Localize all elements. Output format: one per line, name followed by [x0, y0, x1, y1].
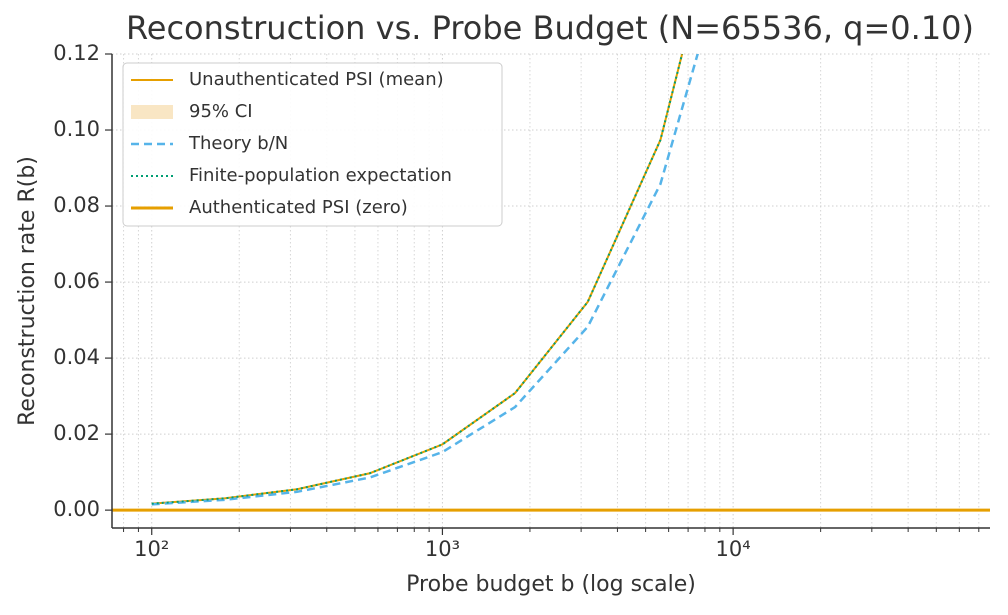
legend-label: Unauthenticated PSI (mean): [189, 69, 444, 90]
x-axis-label: Probe budget b (log scale): [406, 572, 696, 597]
x-tick-label: 10⁴: [716, 537, 751, 561]
series-line: [151, 54, 699, 506]
y-tick-label: 0.04: [53, 345, 100, 369]
legend-label: Authenticated PSI (zero): [189, 197, 408, 218]
legend-label: 95% CI: [189, 101, 253, 122]
legend-box: [122, 62, 503, 227]
y-tick-label: 0.08: [53, 193, 100, 217]
legend-label: Theory b/N: [188, 133, 288, 154]
x-tick-label: 10²: [134, 537, 169, 561]
legend-label: Finite-population expectation: [189, 165, 452, 186]
series-line: [151, 54, 684, 505]
y-tick-label: 0.00: [53, 497, 100, 521]
y-tick-label: 0.12: [53, 41, 100, 65]
y-tick-label: 0.10: [53, 117, 100, 141]
y-axis-label: Reconstruction rate R(b): [15, 156, 40, 426]
chart-title: Reconstruction vs. Probe Budget (N=65536…: [126, 9, 974, 47]
x-tick-label: 10³: [425, 537, 460, 561]
plot-area: [112, 54, 990, 512]
y-tick-label: 0.02: [53, 421, 100, 445]
y-tick-label: 0.06: [53, 269, 100, 293]
legend-swatch: [131, 105, 173, 119]
